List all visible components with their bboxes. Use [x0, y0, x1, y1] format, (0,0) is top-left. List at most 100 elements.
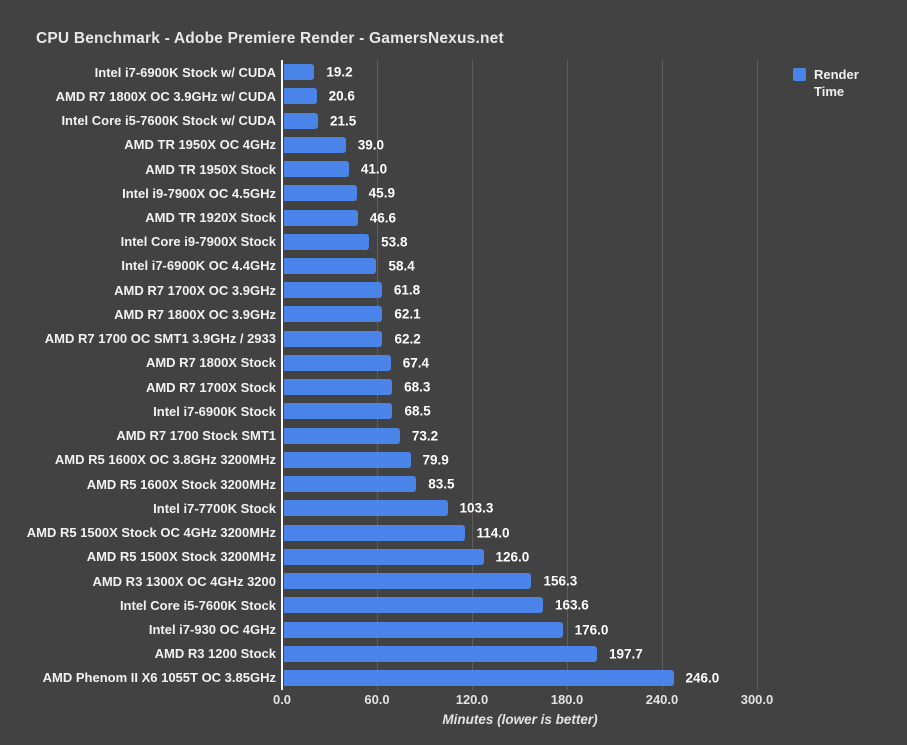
- render-time-bar[interactable]: [284, 354, 391, 371]
- value-label: 68.3: [404, 379, 431, 395]
- bar-row: AMD R5 1500X Stock 3200MHz 126.0: [0, 545, 907, 569]
- category-label: Intel i7-930 OC 4GHz: [148, 622, 276, 637]
- bar-row: AMD R3 1300X OC 4GHz 3200 156.3: [0, 569, 907, 593]
- bar-track: 197.7: [284, 645, 907, 662]
- gridline: [567, 60, 568, 690]
- render-time-bar[interactable]: [284, 427, 400, 444]
- bar-track: 19.2: [284, 64, 907, 81]
- render-time-bar[interactable]: [284, 185, 357, 202]
- render-time-bar[interactable]: [284, 282, 382, 299]
- bar-track: 41.0: [284, 161, 907, 178]
- category-label: Intel i7-7700K Stock: [153, 500, 276, 516]
- bar-track: 68.3: [284, 379, 907, 396]
- category-label: AMD R7 1700X Stock: [145, 379, 276, 395]
- value-label: 163.6: [555, 597, 589, 613]
- bar-track: 246.0: [284, 669, 907, 686]
- bar-track: 156.3: [284, 573, 907, 590]
- gridline: [662, 60, 663, 690]
- render-time-bar[interactable]: [284, 621, 563, 638]
- bar-row: Intel i7-6900K Stock w/ CUDA 19.2: [0, 60, 907, 84]
- x-axis-ticks: 0.0 60.0 120.0 180.0 240.0 300.0: [0, 692, 907, 708]
- render-time-bar[interactable]: [284, 306, 383, 323]
- bar-track: 20.6: [284, 88, 907, 105]
- render-time-bar[interactable]: [284, 524, 465, 541]
- category-label: AMD R3 1300X OC 4GHz 3200: [92, 573, 276, 589]
- x-axis-title: Minutes (lower is better): [442, 712, 598, 727]
- value-label: 156.3: [543, 573, 578, 589]
- value-label: 61.8: [393, 282, 421, 298]
- bar-row: Intel i7-930 OC 4GHz 176.0: [0, 617, 907, 641]
- render-time-bar[interactable]: [284, 500, 448, 517]
- category-label: AMD TR 1950X Stock: [145, 161, 276, 177]
- render-time-bar[interactable]: [284, 645, 598, 662]
- render-time-bar[interactable]: [284, 257, 377, 274]
- bar-row: AMD TR 1920X Stock 46.6: [0, 205, 907, 229]
- value-label: 79.9: [422, 452, 449, 468]
- bar-row: AMD R5 1500X Stock OC 4GHz 3200MHz 114.0: [0, 520, 907, 544]
- bar-row: AMD TR 1950X Stock 41.0: [0, 157, 907, 181]
- bar-track: 79.9: [284, 451, 907, 468]
- value-label: 19.2: [326, 64, 353, 80]
- category-label: Intel Core i9-7900X Stock: [120, 234, 276, 250]
- category-label: Intel i9-7900X OC 4.5GHz: [122, 185, 276, 201]
- render-time-bar[interactable]: [284, 209, 358, 226]
- render-time-bar[interactable]: [284, 112, 319, 129]
- render-time-bar[interactable]: [284, 330, 383, 347]
- bar-row: AMD R7 1800X OC 3.9GHz w/ CUDA 20.6: [0, 84, 907, 108]
- render-time-bar[interactable]: [284, 233, 370, 250]
- value-label: 39.0: [357, 137, 385, 153]
- render-time-bar[interactable]: [284, 597, 544, 614]
- bar-track: 163.6: [284, 597, 907, 614]
- category-label: Intel Core i5-7600K Stock: [119, 597, 276, 613]
- bar-track: 176.0: [284, 621, 907, 638]
- render-time-bar[interactable]: [284, 403, 393, 420]
- bar-track: 45.9: [284, 185, 907, 202]
- render-time-bar[interactable]: [284, 136, 346, 153]
- category-label: AMD R5 1500X Stock 3200MHz: [86, 549, 276, 565]
- x-tick-label: 0.0: [272, 692, 292, 707]
- bar-track: 46.6: [284, 209, 907, 226]
- legend: Render Time: [793, 66, 868, 100]
- value-label: 21.5: [330, 113, 357, 129]
- category-label: Intel i7-6900K Stock w/ CUDA: [94, 64, 276, 80]
- bar-track: 58.4: [284, 257, 907, 274]
- render-time-bar[interactable]: [284, 548, 484, 565]
- x-tick-label: 120.0: [455, 692, 489, 707]
- bar-track: 103.3: [284, 500, 907, 517]
- category-label: AMD R5 1500X Stock OC 4GHz 3200MHz: [26, 525, 276, 541]
- bar-row: AMD R7 1700X OC 3.9GHz 61.8: [0, 278, 907, 302]
- render-time-bar[interactable]: [284, 64, 315, 81]
- bar-track: 62.1: [284, 306, 907, 323]
- render-time-bar[interactable]: [284, 88, 317, 105]
- bar-rows: Intel i7-6900K Stock w/ CUDA 19.2 AMD R7 1…: [0, 60, 907, 690]
- category-label: AMD R5 1600X OC 3.8GHz 3200MHz: [54, 452, 276, 468]
- bar-track: 114.0: [284, 524, 907, 541]
- render-time-bar[interactable]: [284, 161, 349, 178]
- legend-label: Render Time: [814, 67, 859, 99]
- bar-row: Intel Core i5-7600K Stock 163.6: [0, 593, 907, 617]
- category-label: AMD R7 1700 OC SMT1 3.9GHz / 2933: [44, 331, 276, 347]
- render-time-bar[interactable]: [284, 573, 532, 590]
- category-label: AMD R7 1800X Stock: [145, 355, 276, 371]
- value-label: 45.9: [368, 185, 395, 201]
- bar-row: Intel i7-7700K Stock 103.3: [0, 496, 907, 520]
- gridline: [472, 60, 473, 690]
- bar-row: AMD R3 1200 Stock 197.7: [0, 642, 907, 666]
- render-time-bar[interactable]: [284, 669, 674, 686]
- bar-row: Intel i7-6900K Stock 68.5: [0, 399, 907, 423]
- render-time-bar[interactable]: [284, 476, 417, 493]
- category-label: AMD R5 1600X Stock 3200MHz: [86, 476, 276, 492]
- chart-title: CPU Benchmark - Adobe Premiere Render - …: [36, 30, 504, 47]
- category-label: AMD R3 1200 Stock: [154, 646, 276, 662]
- render-time-bar[interactable]: [284, 379, 393, 396]
- plot-area: Intel i7-6900K Stock w/ CUDA 19.2 AMD R7 1…: [0, 60, 907, 690]
- render-time-bar[interactable]: [284, 451, 411, 468]
- category-label: AMD Phenom II X6 1055T OC 3.85GHz: [42, 670, 276, 686]
- bar-row: AMD R7 1800X OC 3.9GHz 62.1: [0, 302, 907, 326]
- zero-axis-line: [281, 60, 283, 690]
- bar-track: 67.4: [284, 354, 907, 371]
- category-label: AMD R7 1800X OC 3.9GHz: [114, 306, 276, 322]
- value-label: 41.0: [360, 161, 388, 177]
- value-label: 53.8: [381, 234, 408, 250]
- value-label: 176.0: [574, 622, 609, 637]
